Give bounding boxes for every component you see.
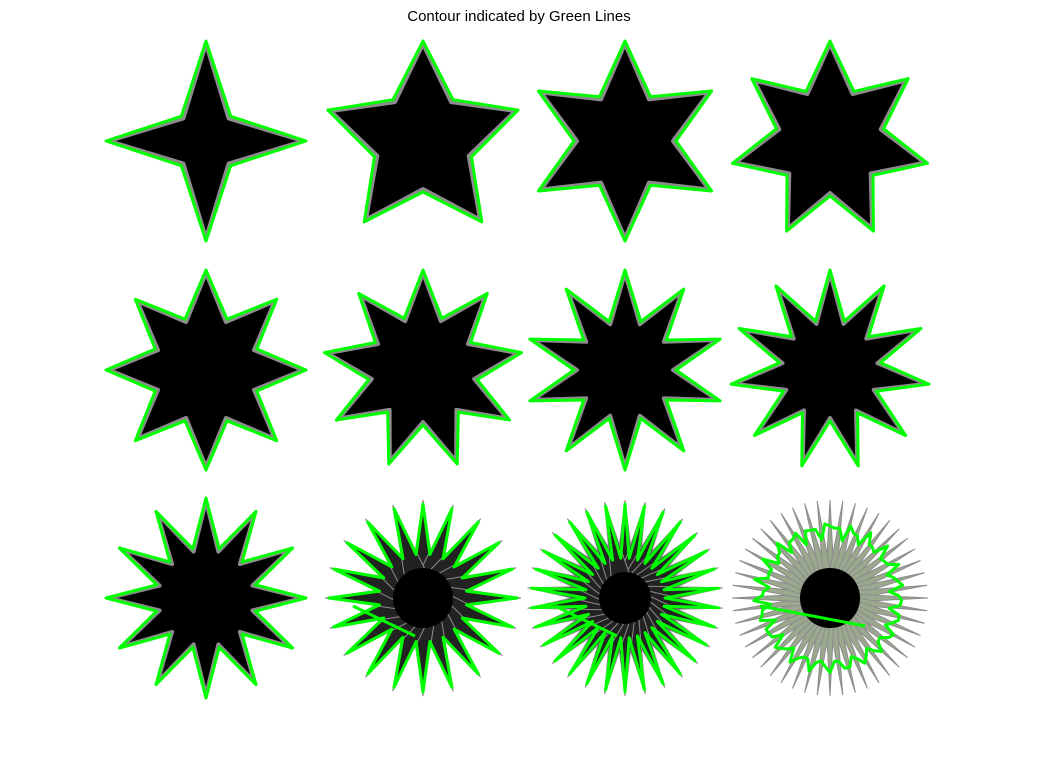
green-contour bbox=[104, 268, 308, 472]
star-shape bbox=[328, 42, 518, 222]
star-11-point bbox=[729, 268, 931, 468]
figure-title: Contour indicated by Green Lines bbox=[407, 8, 631, 25]
green-contour bbox=[326, 39, 520, 224]
star-shape bbox=[107, 499, 305, 697]
contour-artifact bbox=[759, 604, 866, 628]
star-core bbox=[393, 568, 453, 628]
star-8-point bbox=[104, 268, 308, 472]
star-shape bbox=[107, 42, 305, 240]
green-contour bbox=[104, 496, 308, 700]
green-contour bbox=[752, 522, 905, 674]
star-4-point bbox=[104, 39, 308, 243]
contour-artifact bbox=[352, 604, 416, 638]
star-shape bbox=[530, 271, 720, 469]
star-10-point bbox=[528, 268, 722, 472]
star-9-point bbox=[323, 268, 523, 466]
green-contour bbox=[530, 502, 720, 694]
green-contour bbox=[528, 268, 722, 472]
star-shape bbox=[539, 42, 711, 240]
star-shape bbox=[325, 271, 521, 464]
green-contour bbox=[104, 39, 308, 243]
star-30-point bbox=[527, 499, 723, 697]
green-contour bbox=[729, 268, 931, 468]
star-core bbox=[599, 572, 651, 624]
star-6-point bbox=[536, 39, 714, 243]
star-5-point bbox=[326, 39, 520, 224]
green-contour bbox=[327, 502, 519, 694]
green-contour bbox=[323, 268, 523, 466]
contour-artifact bbox=[554, 604, 618, 638]
green-contour bbox=[536, 39, 714, 243]
star-shape bbox=[107, 271, 305, 469]
star-shape bbox=[733, 42, 927, 231]
star-core bbox=[800, 568, 860, 628]
star-48-point bbox=[731, 499, 929, 697]
star-20-point bbox=[324, 499, 522, 697]
star-12-point bbox=[104, 496, 308, 700]
star-shape bbox=[732, 271, 928, 466]
green-contour bbox=[731, 39, 929, 233]
star-7-point bbox=[731, 39, 929, 233]
